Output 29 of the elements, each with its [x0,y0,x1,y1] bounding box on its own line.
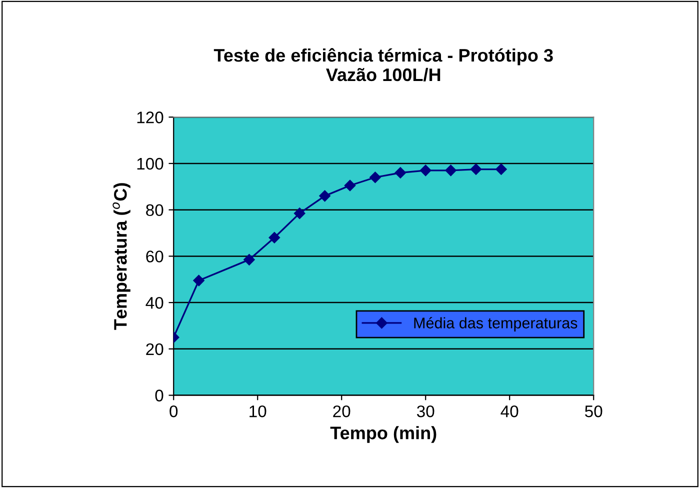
x-tick-label: 0 [170,405,178,418]
y-tick-label: 0 [155,390,164,402]
point [193,274,204,286]
y-tick-label: 60 [146,250,164,262]
point [344,180,356,192]
y-tick-label: 120 [137,112,164,124]
point [319,190,330,202]
point [294,208,306,219]
y-tick-label: 100 [137,158,164,170]
point [244,254,255,266]
point [445,164,456,176]
chart-title: Teste de eficiência térmica - Protótipo 3 Vazão 100L/H [214,48,553,82]
point [496,164,507,175]
x-axis-title: Tempo (min) [330,426,436,443]
legend-label: Média das temperaturas [414,317,578,332]
point [394,167,406,178]
x-tick-label: 50 [585,405,602,418]
point [268,232,280,244]
y-axis-title: Temperatura ($^{o}$C) [112,183,130,330]
x-tick-label: 20 [333,405,350,418]
x-tick-label: 10 [250,405,266,418]
point [370,172,381,183]
x-tick-label: 40 [500,405,518,418]
point [420,164,432,176]
point [470,164,482,175]
y-tick-label: 80 [146,204,164,216]
y-tick-label: 40 [146,296,164,309]
x-tick-label: 30 [416,405,434,418]
y-tick-label: 20 [146,343,164,356]
